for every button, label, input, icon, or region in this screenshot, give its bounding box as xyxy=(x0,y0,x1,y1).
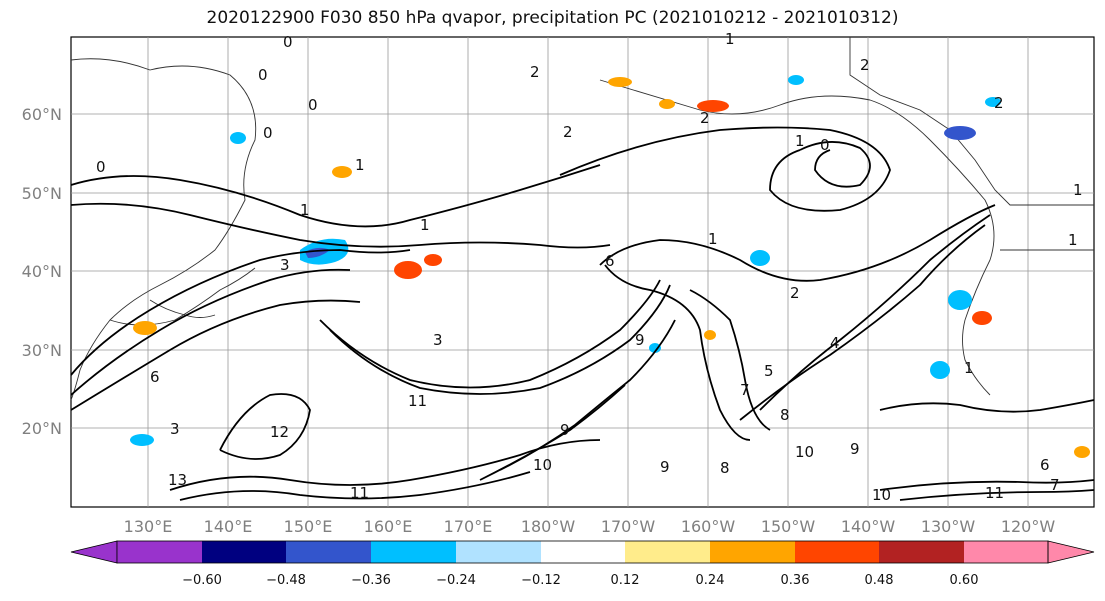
colorbar-swatch xyxy=(964,541,1048,563)
contour-label: 1 xyxy=(795,132,805,150)
contour-label: 10 xyxy=(872,486,891,504)
colorbar-extend-low xyxy=(70,540,118,564)
colorbar: −0.60 −0.48 −0.36 −0.24 −0.12 0.12 0.24 … xyxy=(70,540,1095,588)
contour-label: 0 xyxy=(820,136,830,154)
lat-tick-label: 50°N xyxy=(22,184,62,203)
lat-tick-label: 20°N xyxy=(22,419,62,438)
colorbar-swatch xyxy=(202,541,286,563)
colorbar-swatch xyxy=(456,541,541,563)
map-title: 2020122900 F030 850 hPa qvapor, precipit… xyxy=(206,8,899,28)
contour-label: 7 xyxy=(740,381,750,399)
contour-label: 1 xyxy=(1068,231,1078,249)
colorbar-label: −0.12 xyxy=(521,573,561,588)
lon-tick-label: 160°W xyxy=(681,517,736,536)
contour-label: 1 xyxy=(725,30,735,48)
colorbar-outline xyxy=(116,540,1049,564)
lon-tick-label: 140°E xyxy=(204,517,253,536)
colorbar-label: −0.24 xyxy=(436,573,476,588)
contour-label: 3 xyxy=(280,256,290,274)
contour-label: 7 xyxy=(1050,476,1060,494)
lon-tick-label: 120°W xyxy=(1001,517,1056,536)
contour-label: 1 xyxy=(1073,181,1083,199)
contour-labels: 0 0 0 0 0 0 1 1 1 1 1 1 1 1 2 2 2 2 2 2 … xyxy=(96,30,1083,504)
lon-tick-label: 170°W xyxy=(601,517,656,536)
lon-tick-label: 140°W xyxy=(841,517,896,536)
contour-label: 2 xyxy=(530,63,540,81)
lon-tick-label: 150°E xyxy=(284,517,333,536)
contour-label: 9 xyxy=(635,331,645,349)
contour-label: 6 xyxy=(1040,456,1050,474)
contour-label: 10 xyxy=(533,456,552,474)
colorbar-swatch xyxy=(625,541,710,563)
lon-tick-label: 150°W xyxy=(761,517,816,536)
lon-tick-label: 180°W xyxy=(521,517,576,536)
contour-label: 13 xyxy=(168,471,187,489)
contour-label: 0 xyxy=(308,96,318,114)
precip-fills xyxy=(130,75,1090,458)
contour-label: 2 xyxy=(700,109,710,127)
contour-label: 1 xyxy=(300,201,310,219)
colorbar-swatch xyxy=(117,541,202,563)
contour-label: 6 xyxy=(605,252,615,270)
contour-label: 0 xyxy=(258,66,268,84)
lon-tick-label: 130°E xyxy=(124,517,173,536)
map-frame xyxy=(70,36,1095,508)
contour-label: 2 xyxy=(860,56,870,74)
colorbar-label: 0.36 xyxy=(781,573,810,588)
graticule xyxy=(71,37,1094,507)
contour-label: 9 xyxy=(560,421,570,439)
contour-label: 2 xyxy=(563,123,573,141)
colorbar-label: −0.48 xyxy=(266,573,306,588)
contour-label: 11 xyxy=(408,392,427,410)
contour-label: 1 xyxy=(964,359,974,377)
colorbar-label: −0.60 xyxy=(182,573,222,588)
contour-label: 6 xyxy=(150,368,160,386)
contour-label: 5 xyxy=(764,362,774,380)
colorbar-swatch xyxy=(541,541,625,563)
contour-label: 8 xyxy=(780,406,790,424)
colorbar-label: 0.24 xyxy=(696,573,725,588)
colorbar-label: −0.36 xyxy=(351,573,391,588)
contour-label: 9 xyxy=(660,458,670,476)
contour-label: 4 xyxy=(830,334,840,352)
contour-label: 10 xyxy=(795,443,814,461)
contour-label: 2 xyxy=(790,284,800,302)
colorbar-swatch xyxy=(795,541,879,563)
contour-label: 2 xyxy=(994,94,1004,112)
lat-tick-label: 40°N xyxy=(22,262,62,281)
colorbar-swatch xyxy=(879,541,964,563)
qvapor-contours xyxy=(70,126,1095,501)
lat-tick-label: 30°N xyxy=(22,341,62,360)
colorbar-extend-high xyxy=(1047,540,1095,564)
contour-label: 12 xyxy=(270,423,289,441)
contour-label: 1 xyxy=(420,216,430,234)
lon-tick-label: 170°E xyxy=(444,517,493,536)
contour-label: 0 xyxy=(263,124,273,142)
colorbar-label: 0.12 xyxy=(611,573,640,588)
contour-label: 0 xyxy=(96,158,106,176)
contour-label: 1 xyxy=(355,156,365,174)
contour-label: 0 xyxy=(283,33,293,51)
contour-label: 1 xyxy=(708,230,718,248)
colorbar-label: 0.60 xyxy=(950,573,979,588)
lon-tick-label: 130°W xyxy=(921,517,976,536)
colorbar-label: 0.48 xyxy=(865,573,894,588)
lat-tick-labels: 60°N 50°N 40°N 30°N 20°N xyxy=(22,105,62,438)
colorbar-swatch xyxy=(371,541,456,563)
contour-label: 11 xyxy=(350,484,369,502)
colorbar-swatch xyxy=(286,541,371,563)
lat-tick-label: 60°N xyxy=(22,105,62,124)
contour-label: 11 xyxy=(985,484,1004,502)
contour-label: 8 xyxy=(720,459,730,477)
lon-tick-labels: 130°E 140°E 150°E 160°E 170°E 180°W 170°… xyxy=(124,517,1056,536)
lon-tick-label: 160°E xyxy=(364,517,413,536)
contour-label: 3 xyxy=(433,331,443,349)
contour-label: 9 xyxy=(850,440,860,458)
contour-label: 3 xyxy=(170,420,180,438)
colorbar-swatch xyxy=(710,541,795,563)
